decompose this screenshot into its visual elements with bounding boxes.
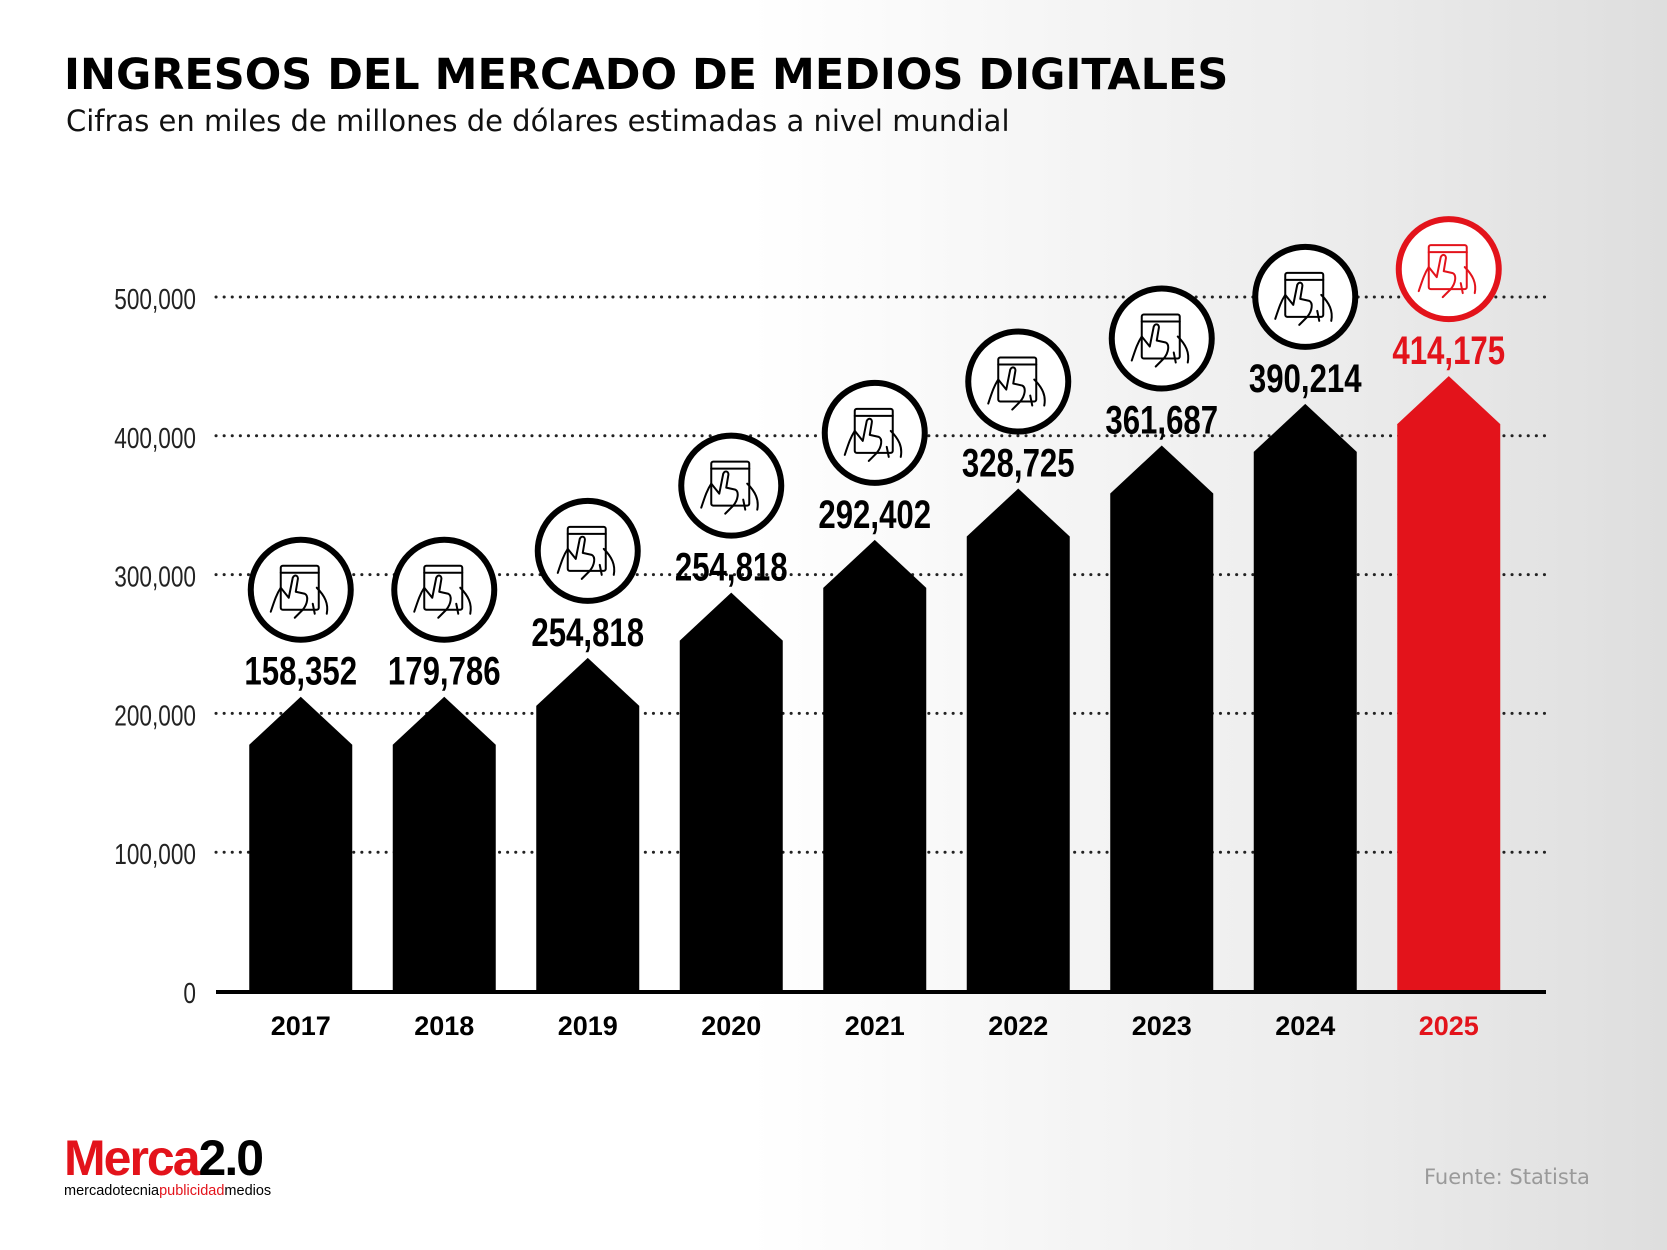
data-label: 361,687 xyxy=(1105,398,1218,443)
icon-ring xyxy=(1395,216,1502,323)
bar xyxy=(392,696,496,991)
right-hand xyxy=(311,586,329,615)
data-label: 179,786 xyxy=(388,649,501,694)
right-hand xyxy=(455,586,472,615)
bar xyxy=(536,657,640,991)
right-hand xyxy=(742,482,759,511)
icon-ring xyxy=(965,328,1072,435)
data-label: 328,725 xyxy=(962,441,1075,486)
bar xyxy=(966,488,1070,991)
icon-ring xyxy=(821,379,928,486)
tablet-touch-icon xyxy=(1108,285,1215,392)
logo-tag-mercadotecnia: mercadotecnia xyxy=(64,1183,160,1199)
bar xyxy=(823,539,927,991)
data-label: 390,214 xyxy=(1249,356,1362,401)
tablet-touch-icon xyxy=(678,432,785,539)
merca-logo: Merca2.0 mercadotecniapublicidadmedios xyxy=(64,1133,271,1199)
data-label: 292,402 xyxy=(818,492,931,537)
x-tick-label: 2024 xyxy=(1275,1011,1335,1041)
y-tick-label: 0 xyxy=(183,976,196,1009)
icon-ring xyxy=(1252,243,1359,350)
x-tick-label: 2025 xyxy=(1419,1011,1479,1041)
data-label: 414,175 xyxy=(1392,328,1505,373)
left-hand xyxy=(269,574,309,619)
tablet-touch-icon xyxy=(1252,243,1359,350)
x-tick-label: 2018 xyxy=(414,1011,474,1041)
x-tick-label: 2022 xyxy=(988,1011,1048,1041)
y-tick-label: 400,000 xyxy=(114,421,196,454)
bar xyxy=(1397,376,1501,992)
x-tick-label: 2017 xyxy=(271,1011,331,1041)
right-hand xyxy=(598,547,616,576)
page-subtitle: Cifras en miles de millones de dólares e… xyxy=(66,104,1010,138)
icon-ring xyxy=(391,536,498,643)
left-hand xyxy=(987,366,1026,411)
right-hand xyxy=(885,429,903,458)
logo-merca: Merca xyxy=(64,1130,201,1186)
bar xyxy=(1110,445,1214,991)
data-label: 254,818 xyxy=(675,545,788,590)
logo-tag-publicidad: publicidad xyxy=(159,1183,225,1199)
right-hand xyxy=(1316,293,1333,322)
left-hand xyxy=(1130,323,1170,368)
logo-tag-medios: medios xyxy=(224,1183,272,1199)
icon-ring xyxy=(678,432,785,539)
tablet-touch-icon xyxy=(391,536,498,643)
tablet-touch-icon xyxy=(1395,216,1502,323)
page-title: INGRESOS DEL MERCADO DE MEDIOS DIGITALES xyxy=(64,50,1229,100)
x-tick-label: 2019 xyxy=(558,1011,618,1041)
left-hand xyxy=(1274,281,1313,326)
tablet-touch-icon xyxy=(534,497,641,604)
bar xyxy=(679,592,783,991)
y-tick-label: 500,000 xyxy=(114,282,196,315)
bar xyxy=(1253,403,1357,992)
left-hand xyxy=(556,535,596,580)
y-tick-label: 200,000 xyxy=(114,699,196,732)
left-hand xyxy=(843,417,883,462)
left-hand xyxy=(413,574,452,619)
x-tick-label: 2020 xyxy=(701,1011,761,1041)
y-tick-label: 300,000 xyxy=(114,560,196,593)
tablet-touch-icon xyxy=(965,328,1072,435)
right-hand xyxy=(1459,266,1477,295)
logo-version: 2.0 xyxy=(198,1130,265,1186)
tablet-touch-icon xyxy=(247,536,354,643)
y-tick-label: 100,000 xyxy=(114,837,196,870)
right-hand xyxy=(1172,335,1190,364)
left-hand xyxy=(700,470,739,515)
bar xyxy=(249,696,353,991)
icon-ring xyxy=(1108,285,1215,392)
icon-ring xyxy=(534,497,641,604)
x-tick-label: 2023 xyxy=(1132,1011,1192,1041)
data-label: 158,352 xyxy=(244,649,357,694)
source-note: Fuente: Statista xyxy=(1424,1165,1590,1189)
tablet-touch-icon xyxy=(821,379,928,486)
left-hand xyxy=(1417,253,1457,299)
x-tick-label: 2021 xyxy=(845,1011,905,1041)
icon-ring xyxy=(247,536,354,643)
data-label: 254,818 xyxy=(531,610,644,655)
right-hand xyxy=(1029,378,1046,407)
